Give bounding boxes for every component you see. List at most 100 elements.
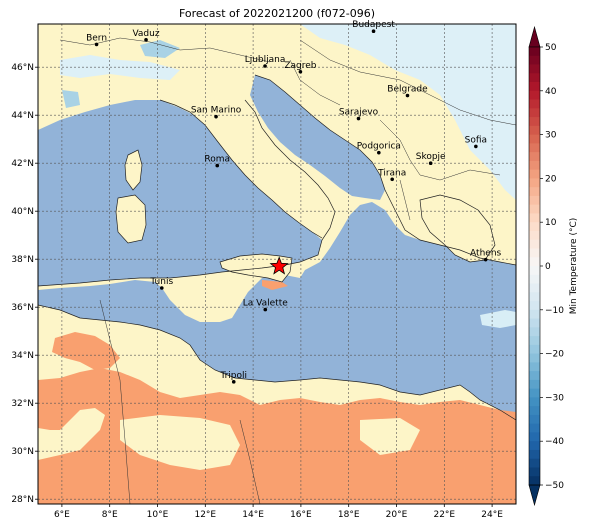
city-dot (428, 161, 433, 165)
colorbar-tick-label: −10 (545, 306, 564, 316)
mild-patch-libya (360, 418, 420, 455)
city-label: Tunis (149, 277, 173, 287)
map-frame (37, 23, 517, 505)
colorbar-tick-label: 50 (545, 43, 557, 53)
colorbar-segment (529, 204, 540, 214)
colorbar-segment (529, 476, 540, 486)
colorbar-segment (529, 230, 540, 241)
city-dot (94, 42, 99, 47)
city-dot (371, 29, 376, 33)
colorbar-label: Min Temperature (°C) (569, 218, 579, 315)
colorbar-segment (529, 467, 540, 477)
colorbar-segment (529, 362, 540, 372)
lat-tick-label: 28°N (11, 495, 34, 505)
lat-tick-label: 40°N (11, 207, 34, 217)
cold-region (300, 24, 516, 200)
city-dot (231, 380, 236, 384)
city-label: Tirana (377, 168, 406, 178)
colorbar-segment (529, 441, 540, 451)
colorbar-tick-label: −20 (545, 350, 564, 360)
colorbar-tick-label: 0 (545, 262, 551, 272)
city-label: San Marino (191, 106, 242, 116)
city-label: Belgrade (387, 85, 428, 95)
colorbar-segment (529, 169, 540, 179)
colorbar-segment (529, 388, 540, 398)
city-dot (263, 307, 268, 312)
city-dot (263, 64, 267, 68)
colorbar-segment (529, 266, 540, 276)
mild-patch-sahara (120, 415, 240, 470)
city-label: Zagreb (284, 61, 316, 71)
lon-tick-label: 8°E (102, 510, 118, 520)
lon-tick-label: 18°E (338, 510, 360, 520)
colorbar-segment (529, 397, 540, 407)
city-dot (144, 38, 148, 42)
colorbar-segment (529, 187, 540, 197)
city-dot (390, 177, 394, 182)
colorbar-segment (529, 222, 540, 232)
city-dot (405, 93, 410, 98)
city-dot (298, 69, 303, 74)
colorbar-segment (529, 257, 540, 267)
colorbar-segment (529, 301, 540, 311)
colorbar-segment (529, 336, 540, 346)
colorbar-segment (529, 64, 540, 74)
lat-tick-label: 36°N (11, 303, 34, 313)
lon-tick-label: 12°E (194, 510, 216, 520)
colorbar-tick-label: 20 (545, 174, 557, 184)
colorbar-segment (529, 344, 540, 354)
colorbar-segment (529, 423, 540, 433)
city-label: Roma (204, 155, 230, 165)
lat-tick-label: 34°N (11, 351, 34, 361)
colorbar-tick-label: −40 (545, 437, 564, 447)
city-dot (214, 114, 218, 119)
colorbar-segment (529, 213, 540, 223)
colorbar-segment (529, 371, 540, 381)
colorbar-segment (529, 125, 540, 135)
city-label: Athens (470, 249, 501, 259)
colorbar-tick-label: 40 (545, 87, 557, 97)
lon-tick-label: 22°E (433, 510, 455, 520)
colorbar-segment (529, 143, 540, 153)
city-dot (356, 116, 361, 121)
colorbar-segment (529, 327, 540, 337)
colorbar-segment (529, 47, 540, 57)
colorbar-tick-label: −30 (545, 393, 564, 403)
city-label: Tripoli (219, 371, 247, 381)
sicily-land (220, 254, 292, 282)
italy-land (160, 92, 335, 238)
city-dot (474, 144, 478, 149)
city-label: Podgorica (357, 142, 401, 152)
lon-tick-label: 16°E (290, 510, 312, 520)
colorbar-segment (529, 274, 540, 284)
graticule (38, 24, 516, 504)
lat-tick-label: 44°N (11, 111, 34, 121)
colorbar-segment (529, 292, 540, 302)
city-label: Vaduz (132, 29, 159, 39)
colorbar-segment (529, 353, 540, 363)
city-dot (377, 150, 381, 155)
city-label: Bern (86, 33, 107, 43)
lat-tick-label: 42°N (11, 159, 34, 169)
colorbar-tick-label: −50 (545, 481, 564, 491)
warm-patch-tunisia (52, 332, 120, 370)
crete-cold (480, 310, 516, 328)
city-dot (215, 163, 220, 168)
colorbar-segment (529, 73, 540, 83)
sicily-warm (262, 280, 288, 290)
colorbar-segment (529, 248, 540, 258)
cold-patch-north-2 (62, 90, 80, 108)
colorbar-segment (529, 318, 540, 328)
colorbar-top-extend (528, 25, 541, 48)
colorbar-segment (529, 283, 540, 293)
lon-tick-label: 10°E (147, 510, 169, 520)
lon-tick-label: 6°E (54, 510, 70, 520)
lat-tick-label: 38°N (11, 255, 34, 265)
city-dot (160, 286, 164, 290)
city-label: La Valette (243, 299, 288, 309)
map-title: Forecast of 2022021200 (f072-096) (178, 7, 376, 20)
colorbar-segment (529, 406, 540, 416)
colorbar-segment (529, 458, 540, 468)
lat-tick-label: 46°N (11, 63, 34, 73)
